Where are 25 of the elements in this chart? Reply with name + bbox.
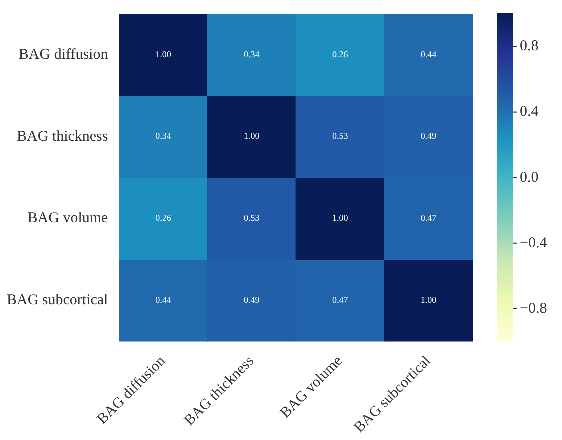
data-label: 0.34 [244, 49, 260, 60]
data-label: 0.49 [244, 295, 260, 306]
y-tick-label: BAG subcortical [6, 292, 108, 309]
color-bar-label: 0.8 [520, 38, 539, 55]
data-label: 0.44 [420, 49, 438, 60]
data-label: 0.26 [156, 213, 172, 224]
y-tick-label: BAG volume [28, 210, 109, 227]
data-label: 0.44 [156, 295, 172, 306]
data-label: 0.53 [244, 213, 260, 224]
data-label: 1.00 [420, 295, 438, 306]
data-label: 0.47 [420, 213, 438, 224]
data-label: 1.00 [156, 49, 172, 60]
data-label: 0.47 [332, 295, 349, 306]
y-tick-label: BAG diffusion [18, 46, 109, 63]
y-tick-label: BAG thickness [16, 128, 108, 145]
data-label: 0.34 [156, 131, 172, 142]
color-bar-label: 0.4 [520, 104, 540, 120]
data-label: 1.00 [332, 213, 349, 224]
color-bar-label: −0.4 [520, 235, 548, 252]
data-label: 0.53 [332, 131, 349, 142]
data-label: 0.26 [332, 49, 349, 60]
data-label: 0.49 [420, 131, 438, 142]
color-bar-label: 0.0 [520, 170, 539, 186]
color-bar-label: −0.8 [520, 300, 548, 317]
data-label: 1.00 [244, 131, 260, 142]
